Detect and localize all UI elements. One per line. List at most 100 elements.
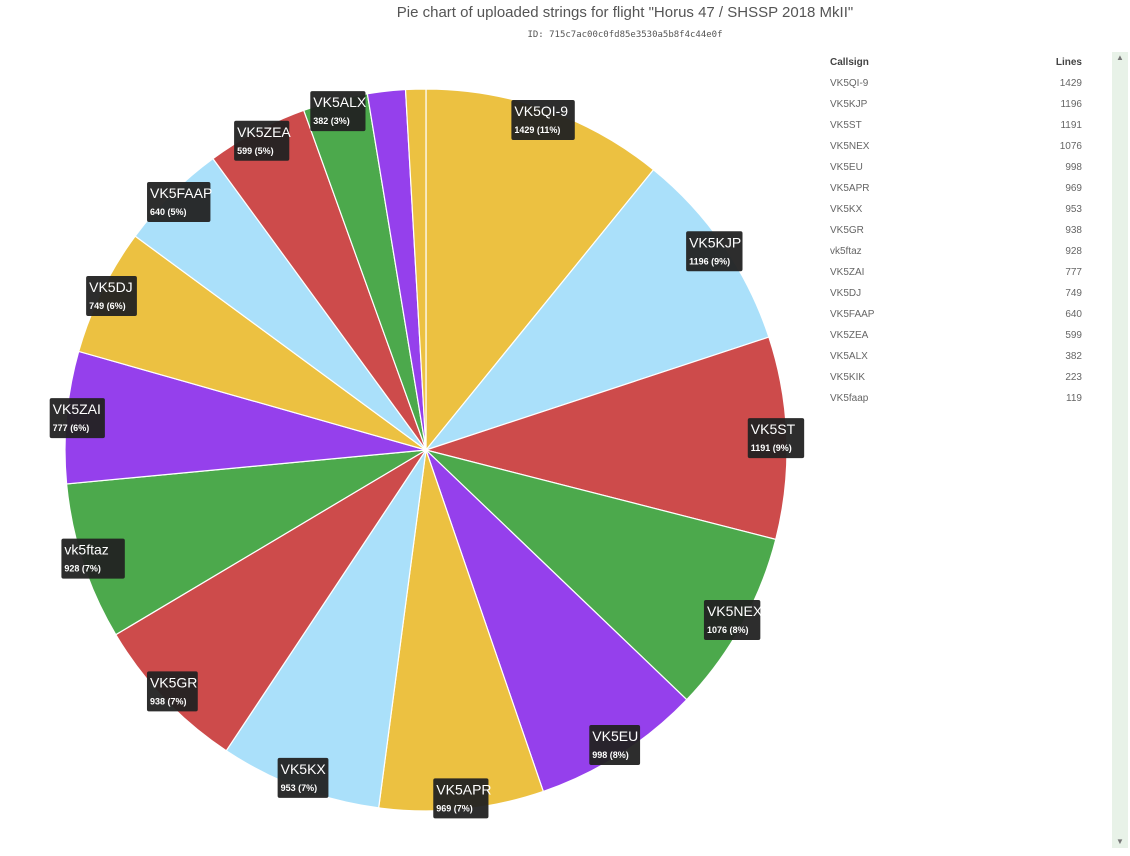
row-callsign: VK5NEX: [830, 141, 870, 152]
slice-label: VK5KJP 1196 (9%): [686, 231, 743, 272]
row-lines: 1191: [1060, 120, 1082, 131]
label-box: [277, 757, 329, 798]
slice-label: vk5ftaz 928 (7%): [61, 538, 125, 579]
row-callsign: VK5KX: [830, 204, 863, 215]
table-row: vk5ftaz 928: [824, 241, 1088, 262]
row-lines: 998: [1065, 162, 1082, 173]
callsign-header: Callsign: [830, 57, 869, 68]
callsign-table: Callsign Lines VK5QI-9 1429 VK5KJP 1196 VK5S…: [824, 52, 1088, 409]
table-row: VK5KIK 223: [824, 367, 1088, 388]
scrollbar[interactable]: ▲ ▼: [1112, 52, 1128, 848]
label-callsign: VK5QI-9: [514, 103, 568, 119]
slice-label: VK5APR 969 (7%): [433, 778, 492, 819]
row-callsign: VK5GR: [830, 225, 864, 236]
table-row: VK5EU 998: [824, 157, 1088, 178]
pie-slice-vk5faap[interactable]: [404, 88, 427, 451]
label-callsign: VK5ALX: [313, 94, 367, 110]
table-row: VK5ZEA 599: [824, 325, 1088, 346]
row-callsign: VK5KIK: [830, 372, 866, 383]
label-box: [86, 276, 137, 317]
label-box: [747, 418, 805, 459]
slice-label: VK5FAAP 640 (5%): [147, 182, 212, 223]
table-row: VK5KJP 1196: [824, 94, 1088, 115]
slice-label: VK5ST 1191 (9%): [747, 418, 805, 459]
table-row: VK5ALX 382: [824, 346, 1088, 367]
lines-header: Lines: [1055, 57, 1082, 68]
label-box: [61, 538, 125, 579]
label-value: 382 (3%): [313, 116, 350, 126]
row-callsign: VK5QI-9: [830, 78, 869, 89]
label-box: [589, 724, 641, 765]
label-box: [146, 671, 198, 712]
row-lines: 1076: [1059, 141, 1082, 152]
label-callsign: VK5KX: [281, 761, 327, 777]
slice-label: VK5GR 938 (7%): [146, 671, 198, 712]
slice-label: VK5DJ 749 (6%): [86, 276, 137, 317]
slice-label: VK5ZEA 599 (5%): [234, 120, 291, 161]
chart-id: ID: 715c7ac00c0fd85e3530a5b8f4c44e0f: [527, 30, 723, 40]
row-lines: 1196: [1060, 99, 1082, 110]
row-callsign: VK5ST: [830, 120, 862, 131]
label-value: 1076 (8%): [707, 625, 749, 635]
label-callsign: VK5DJ: [89, 279, 133, 295]
label-callsign: vk5ftaz: [64, 542, 108, 558]
table-row: VK5QI-9 1429: [824, 73, 1088, 94]
label-callsign: VK5KJP: [689, 234, 741, 250]
label-value: 938 (7%): [150, 696, 187, 706]
table-row: VK5ST 1191: [824, 115, 1088, 136]
row-lines: 382: [1065, 351, 1082, 362]
label-value: 749 (6%): [89, 301, 126, 311]
slice-label: VK5KX 953 (7%): [277, 757, 329, 798]
row-lines: 969: [1065, 183, 1082, 194]
table-row: VK5NEX 1076: [824, 136, 1088, 157]
row-callsign: VK5DJ: [830, 288, 862, 299]
scroll-up-icon[interactable]: ▲: [1116, 53, 1124, 62]
label-box: [234, 120, 290, 161]
row-lines: 640: [1065, 309, 1082, 320]
label-callsign: VK5NEX: [707, 603, 763, 619]
row-lines: 599: [1065, 330, 1082, 341]
row-callsign: VK5KJP: [830, 99, 868, 110]
label-box: [147, 182, 211, 223]
row-lines: 1429: [1059, 78, 1082, 89]
table-header: Callsign Lines: [824, 52, 1088, 73]
row-lines: 749: [1065, 288, 1082, 299]
label-box: [310, 91, 366, 132]
table-row: VK5DJ 749: [824, 283, 1088, 304]
label-value: 1429 (11%): [514, 125, 560, 135]
label-value: 640 (5%): [150, 207, 187, 217]
label-value: 1191 (9%): [751, 443, 792, 453]
label-callsign: VK5FAAP: [150, 185, 212, 201]
label-value: 998 (8%): [592, 750, 629, 760]
table-row: VK5FAAP 640: [824, 304, 1088, 325]
table-row: VK5ZAI 777: [824, 262, 1088, 283]
label-callsign: VK5ST: [751, 421, 796, 437]
table-row: VK5KX 953: [824, 199, 1088, 220]
pie-chart: VK5QI-9 1429 (11%) VK5KJP 1196 (9%) VK5ST 119…: [49, 88, 805, 819]
label-value: 953 (7%): [281, 783, 318, 793]
scroll-down-icon[interactable]: ▼: [1116, 837, 1124, 846]
label-box: [511, 99, 575, 140]
row-lines: 953: [1065, 204, 1082, 215]
label-callsign: VK5APR: [436, 781, 491, 797]
label-value: 928 (7%): [64, 564, 101, 574]
label-value: 777 (6%): [53, 423, 90, 433]
label-box: [686, 231, 743, 272]
row-lines: 119: [1066, 393, 1082, 404]
row-callsign: VK5APR: [830, 183, 870, 194]
row-callsign: VK5ZAI: [830, 267, 865, 278]
row-callsign: VK5FAAP: [830, 309, 875, 320]
table-row: VK5GR 938: [824, 220, 1088, 241]
row-callsign: VK5ZEA: [830, 330, 869, 341]
row-callsign: VK5ALX: [830, 351, 868, 362]
label-callsign: VK5GR: [150, 674, 197, 690]
row-lines: 938: [1065, 225, 1082, 236]
label-value: 599 (5%): [237, 146, 274, 156]
slice-label: VK5NEX 1076 (8%): [703, 599, 763, 640]
table-row: VK5APR 969: [824, 178, 1088, 199]
chart-title: Pie chart of uploaded strings for flight…: [396, 4, 854, 21]
row-lines: 928: [1065, 246, 1082, 257]
row-lines: 777: [1065, 267, 1082, 278]
label-callsign: VK5EU: [592, 728, 638, 744]
